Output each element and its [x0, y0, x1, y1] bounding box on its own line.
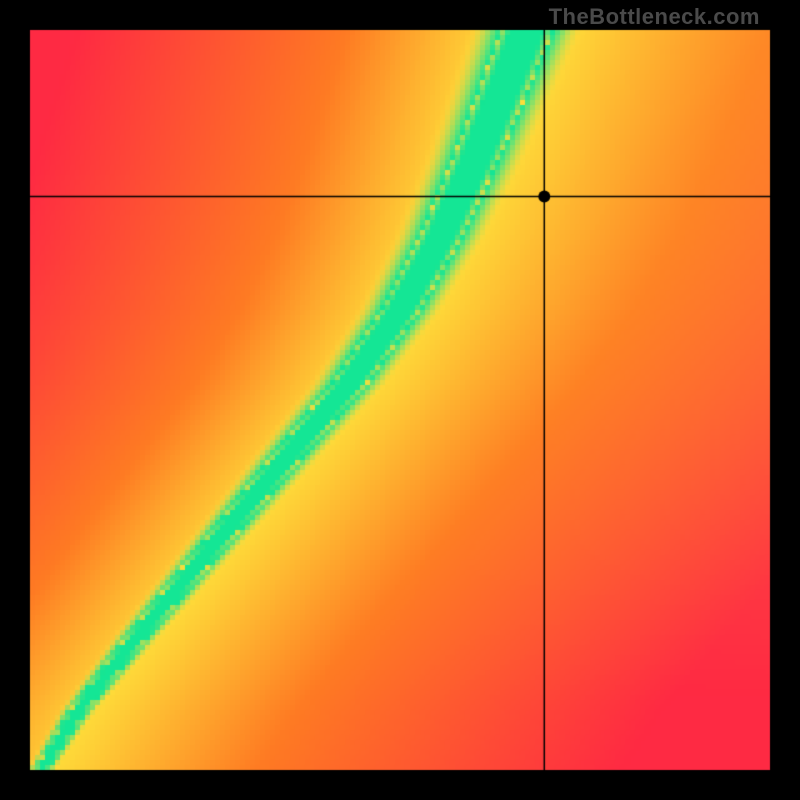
- heatmap-canvas: [0, 0, 800, 800]
- watermark-text: TheBottleneck.com: [549, 4, 760, 30]
